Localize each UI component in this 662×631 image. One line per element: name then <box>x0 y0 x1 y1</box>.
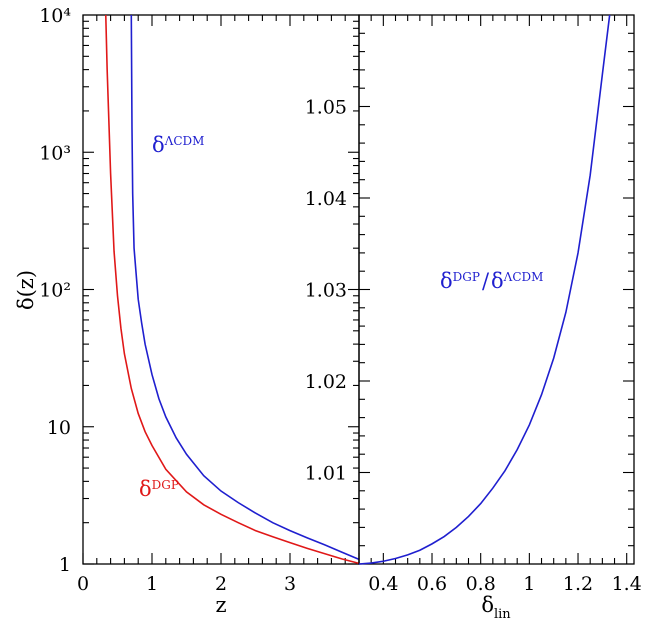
left-x-tick-label: 3 <box>284 573 296 595</box>
series-label-ratio-b-base: δ <box>491 269 504 293</box>
left-y-tick-label: 10⁴ <box>39 5 71 27</box>
right-x-axis-label-base: δ <box>481 593 494 617</box>
left-x-tick-labels: 0 1 2 3 <box>77 573 296 595</box>
curve-lcdm <box>130 14 360 561</box>
left-y-axis-label: δ(z) <box>14 270 38 310</box>
right-x-tick-label: 1 <box>523 573 535 595</box>
left-y-tick-label: 1 <box>59 554 71 576</box>
right-x-tick-label: 0.8 <box>466 573 496 595</box>
right-x-tick-label: 1.4 <box>612 573 642 595</box>
curve-ratio <box>358 14 611 565</box>
left-curves <box>104 14 360 565</box>
right-x-tick-label: 1.2 <box>563 573 593 595</box>
left-ticks <box>82 15 360 565</box>
series-label-lcdm: δΛCDM <box>152 133 204 157</box>
series-label-dgp-base: δ <box>139 477 152 501</box>
right-y-tick-label: 1.04 <box>305 188 347 210</box>
right-y-tick-label: 1.02 <box>305 371 347 393</box>
series-label-lcdm-base: δ <box>152 133 165 157</box>
right-x-tick-labels: 0.4 0.6 0.8 1 1.2 1.4 <box>368 573 642 595</box>
series-label-ratio-sep: / <box>482 269 490 293</box>
right-y-tick-labels: 1.01 1.02 1.03 1.04 1.05 <box>305 97 347 485</box>
left-x-tick-label: 1 <box>146 573 158 595</box>
series-label-ratio-a-base: δ <box>440 269 453 293</box>
right-x-axis-label: δlin <box>481 593 511 622</box>
right-panel: 0.4 0.6 0.8 1 1.2 1.4 1.011.021.031.041.05 δl… <box>305 14 642 622</box>
right-ticks <box>358 15 634 564</box>
left-x-tick-label: 0 <box>77 573 89 595</box>
left-y-tick-label: 10² <box>39 280 71 302</box>
right-y-tick-label: 1.05 <box>305 97 347 119</box>
series-label-ratio-b-sup: ΛCDM <box>503 270 544 284</box>
right-y-tick-label: 1.03 <box>305 280 347 302</box>
series-label-dgp: δDGP <box>139 477 179 501</box>
left-y-tick-label: 10³ <box>39 142 71 164</box>
series-label-ratio: δDGP/δΛCDM <box>440 269 543 293</box>
right-x-tick-label: 0.6 <box>417 573 447 595</box>
curve-dgp <box>104 14 360 565</box>
left-y-tick-label: 10 <box>47 417 71 439</box>
series-label-dgp-sup: DGP <box>152 478 179 492</box>
right-x-axis-label-sub: lin <box>494 607 511 622</box>
right-y-tick-label: 1.01 <box>305 463 347 485</box>
right-curves <box>358 14 611 565</box>
right-x-tick-label: 0.4 <box>368 573 398 595</box>
series-label-lcdm-sup: ΛCDM <box>164 134 205 148</box>
left-x-tick-label: 2 <box>215 573 227 595</box>
left-y-tick-labels: 1 10 10² 10³ 10⁴ <box>39 5 71 576</box>
series-label-ratio-a-sup: DGP <box>453 270 480 284</box>
left-x-axis-label: z <box>215 593 226 617</box>
